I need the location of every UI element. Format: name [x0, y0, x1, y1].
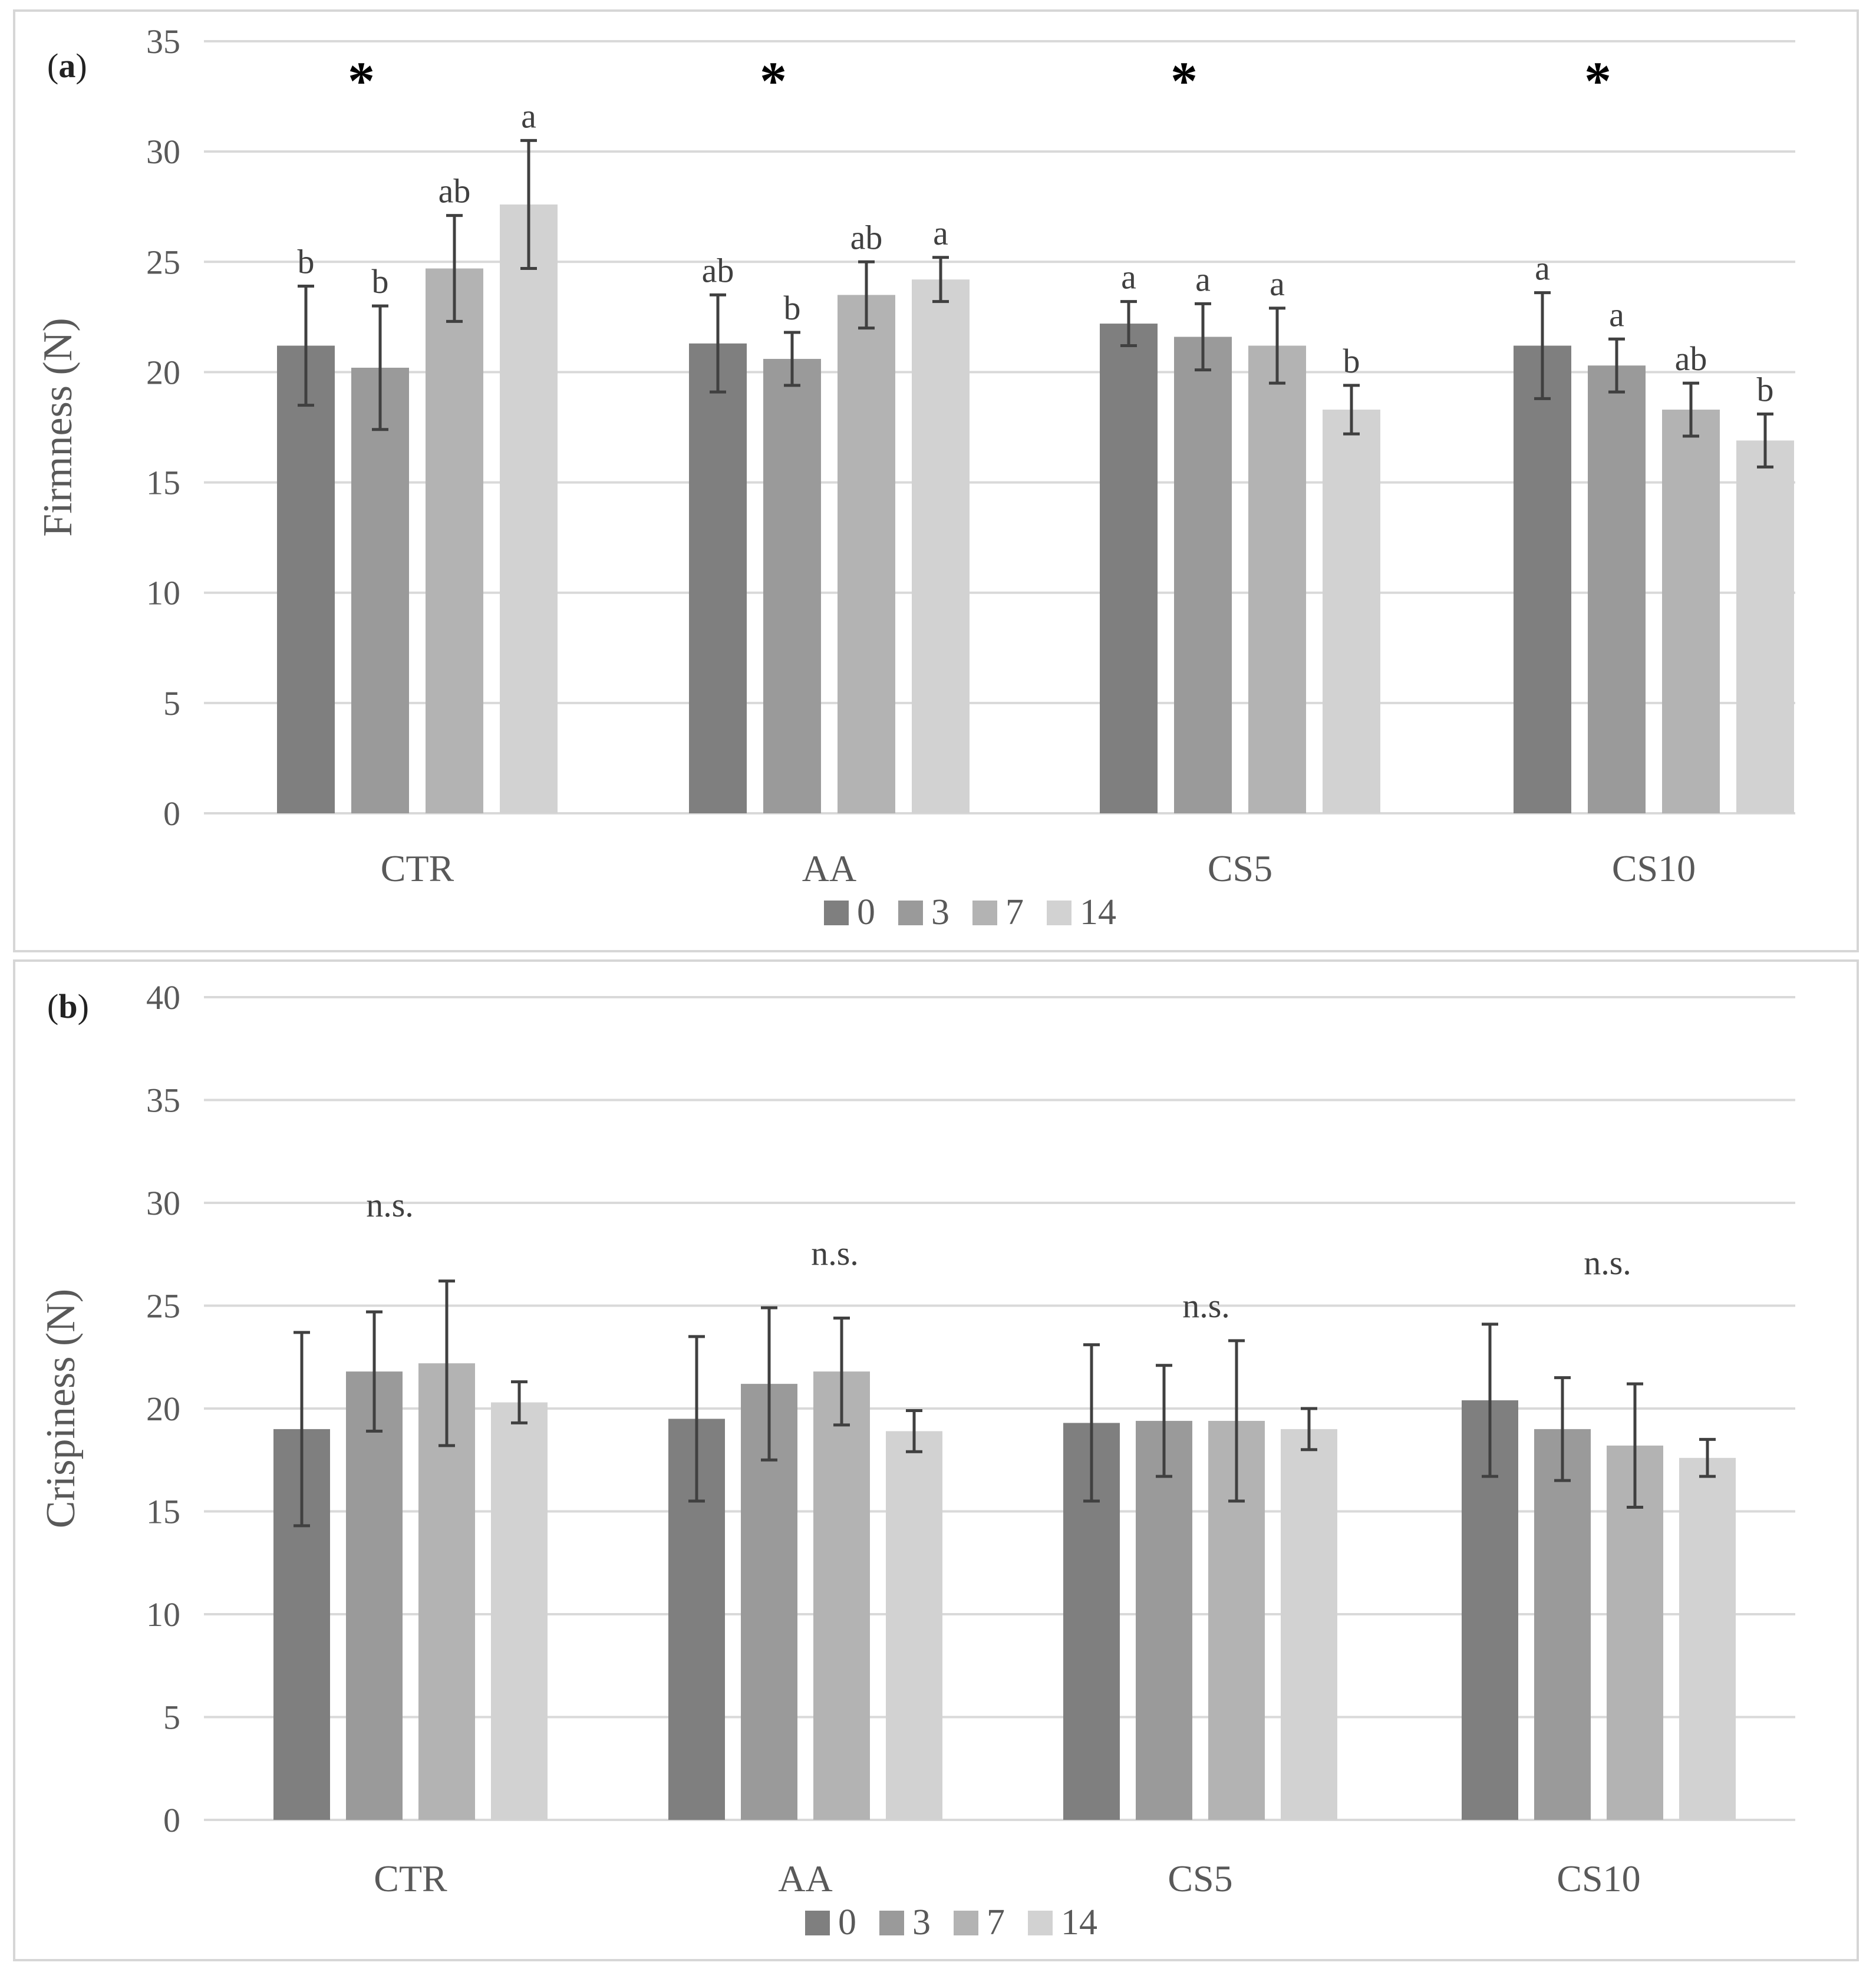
legend-swatch — [805, 1911, 830, 1935]
bar — [1136, 1420, 1192, 1820]
x-category-label: CTR — [381, 847, 454, 889]
panel-label-b: (b) — [47, 987, 89, 1025]
legend-label: 14 — [1080, 892, 1116, 932]
significance-letter: a — [521, 97, 536, 135]
significance-letter: a — [933, 214, 948, 252]
y-tick-label: 20 — [146, 353, 180, 391]
significance-letter: b — [372, 262, 389, 301]
bar — [912, 279, 970, 813]
significance-letter: b — [1757, 371, 1774, 409]
legend-label: 3 — [912, 1902, 931, 1942]
legend-label: 3 — [931, 892, 949, 932]
x-category-label: CTR — [374, 1858, 447, 1899]
y-tick-label: 15 — [146, 1493, 180, 1531]
bar — [491, 1402, 548, 1820]
significance-letter: b — [1343, 342, 1360, 380]
significance-letter: a — [1121, 258, 1136, 296]
x-category-label: AA — [802, 847, 856, 889]
legend-swatch — [972, 901, 997, 925]
bar — [1248, 345, 1306, 813]
significance-letter: ab — [438, 172, 471, 210]
legend-label: 7 — [987, 1902, 1005, 1942]
group-significance-marker: * — [1171, 51, 1198, 111]
group-significance-marker: n.s. — [1584, 1244, 1631, 1282]
y-tick-label: 15 — [146, 464, 180, 502]
y-tick-label: 40 — [146, 978, 180, 1017]
legend-swatch — [954, 1911, 978, 1935]
y-tick-label: 30 — [146, 133, 180, 171]
y-tick-label: 5 — [163, 1698, 180, 1737]
significance-letter: ab — [702, 251, 734, 289]
significance-letter: a — [1270, 265, 1285, 303]
y-axis-label: Crispiness (N) — [38, 1289, 84, 1528]
bar — [838, 295, 895, 813]
x-category-label: CS5 — [1168, 1858, 1232, 1899]
x-category-label: CS5 — [1208, 847, 1272, 889]
bar — [1100, 324, 1158, 813]
legend-swatch — [1047, 901, 1071, 925]
y-tick-label: 30 — [146, 1184, 180, 1222]
group-significance-marker: * — [348, 51, 375, 111]
x-category-label: AA — [778, 1858, 832, 1899]
bar — [277, 345, 335, 813]
y-tick-label: 10 — [146, 574, 180, 612]
y-tick-label: 25 — [146, 243, 180, 281]
bar — [1174, 337, 1232, 813]
firmness-chart-panel: (a) 0 5 10 15 20 25 30 35 Firmness (N) b b ab a CTR * a… — [13, 9, 1859, 952]
bar — [1514, 345, 1571, 813]
bar — [1736, 440, 1794, 813]
significance-letter: ab — [1675, 339, 1707, 378]
legend-label: 14 — [1061, 1902, 1097, 1942]
bar — [1534, 1429, 1591, 1820]
crispiness-chart-panel: (b) 0 5 10 15 20 25 30 35 40 Crispiness (N) CTR n.s… — [13, 959, 1859, 1961]
y-tick-label: 0 — [163, 794, 180, 833]
y-tick-label: 0 — [163, 1801, 180, 1839]
bar — [689, 343, 747, 813]
legend-swatch — [824, 901, 849, 925]
group-significance-marker: n.s. — [366, 1186, 414, 1224]
bar — [1323, 410, 1380, 813]
bar — [886, 1431, 942, 1820]
legend-label: 0 — [857, 892, 875, 932]
legend-swatch — [1028, 1911, 1053, 1935]
legend-swatch — [879, 1911, 904, 1935]
legend-label: 7 — [1005, 892, 1024, 932]
group-significance-marker: n.s. — [811, 1234, 859, 1272]
bar — [500, 204, 558, 813]
y-tick-label: 10 — [146, 1595, 180, 1634]
bar — [813, 1371, 870, 1820]
y-axis-label: Firmness (N) — [35, 318, 81, 536]
bar — [1281, 1429, 1337, 1820]
bar — [1679, 1457, 1736, 1820]
significance-letter: b — [784, 289, 801, 327]
panel-label-a: (a) — [47, 47, 87, 85]
bar — [763, 358, 821, 813]
group-significance-marker: * — [1584, 51, 1611, 111]
significance-letter: a — [1195, 260, 1211, 298]
x-category-label: CS10 — [1612, 847, 1696, 889]
y-tick-label: 35 — [146, 1081, 180, 1120]
y-tick-label: 25 — [146, 1287, 180, 1325]
legend-swatch — [898, 901, 923, 925]
y-tick-label: 5 — [163, 684, 180, 723]
bar — [351, 367, 409, 813]
group-significance-marker: * — [760, 51, 787, 111]
significance-letter: a — [1609, 295, 1624, 334]
legend-label: 0 — [838, 1902, 856, 1942]
x-category-label: CS10 — [1557, 1858, 1640, 1899]
significance-letter: a — [1535, 249, 1550, 288]
bar — [1662, 410, 1720, 813]
group-significance-marker: n.s. — [1182, 1287, 1230, 1325]
y-tick-label: 35 — [146, 22, 180, 61]
y-tick-label: 20 — [146, 1390, 180, 1428]
significance-letter: b — [298, 242, 315, 281]
bar — [1588, 365, 1646, 813]
significance-letter: ab — [850, 218, 883, 256]
bar — [426, 268, 483, 813]
bar — [346, 1371, 403, 1820]
